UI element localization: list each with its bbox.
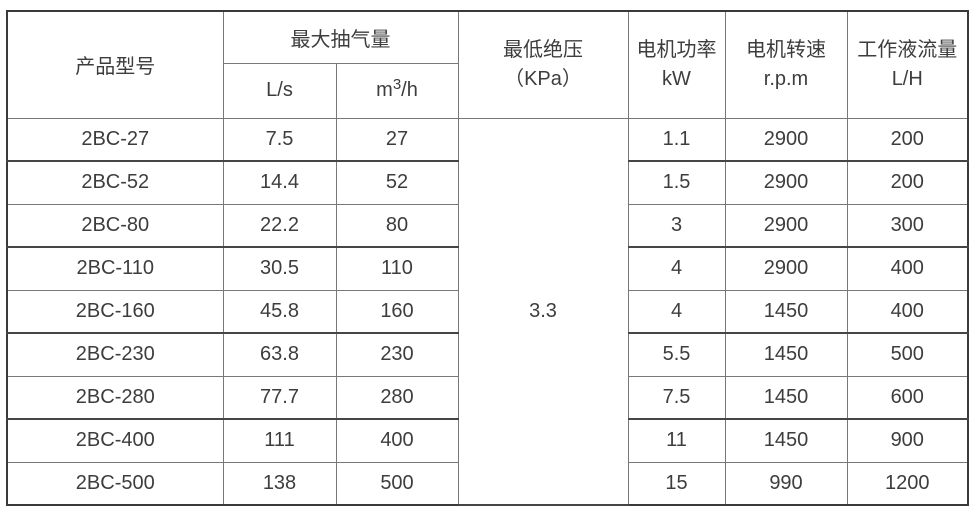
table-row: 2BC-280 77.7 280 7.5 1450 600 [6, 375, 969, 420]
spec-table: 产品型号 最大抽气量 最低绝压 （KPa） 电机功率 kW 电机转速 r.p.m… [6, 10, 969, 506]
cell-kw: 1.5 [627, 160, 726, 205]
unit-m3h-prefix: m [376, 79, 393, 101]
cell-kw: 15 [627, 461, 726, 506]
col-header-min-pressure-line1: 最低绝压 [503, 38, 583, 61]
table-row: 2BC-52 14.4 52 1.5 2900 200 [6, 160, 969, 205]
table-row: 2BC-160 45.8 160 4 1450 400 [6, 289, 969, 334]
cell-lh: 600 [846, 375, 969, 420]
col-header-fluid-flow-line2: L/H [891, 67, 923, 90]
cell-lh: 900 [846, 418, 969, 463]
col-header-motor-power-line1: 电机功率 [636, 38, 717, 61]
cell-model: 2BC-160 [6, 289, 224, 334]
unit-m3h-suffix: /h [401, 79, 418, 101]
cell-m3h: 160 [335, 289, 459, 334]
cell-ls: 111 [222, 418, 337, 463]
unit-m3h-superscript: 3 [392, 76, 402, 93]
cell-rpm: 1450 [724, 375, 848, 420]
col-header-motor-speed-line1: 电机转速 [746, 38, 826, 61]
cell-lh: 200 [846, 117, 969, 162]
cell-rpm: 1450 [724, 332, 848, 377]
cell-lh: 400 [846, 289, 969, 334]
cell-m3h: 52 [335, 160, 459, 205]
cell-model: 2BC-500 [6, 461, 224, 506]
cell-model: 2BC-27 [6, 117, 224, 162]
cell-m3h: 280 [335, 375, 459, 420]
cell-rpm: 2900 [724, 203, 848, 248]
cell-kw: 4 [627, 289, 726, 334]
cell-rpm: 1450 [724, 289, 848, 334]
cell-ls: 22.2 [222, 203, 337, 248]
col-header-fluid-flow-line1: 工作液流量 [857, 38, 958, 61]
cell-kw: 11 [627, 418, 726, 463]
cell-model: 2BC-230 [6, 332, 224, 377]
cell-kw: 7.5 [627, 375, 726, 420]
cell-min-pressure: 3.3 [457, 117, 629, 506]
cell-m3h: 500 [335, 461, 459, 506]
cell-rpm: 1450 [724, 418, 848, 463]
cell-lh: 400 [846, 246, 969, 291]
cell-ls: 7.5 [222, 117, 337, 162]
col-header-max-pumping: 最大抽气量 [222, 10, 459, 64]
cell-model: 2BC-400 [6, 418, 224, 463]
col-header-motor-speed: 电机转速 r.p.m [724, 10, 848, 119]
cell-ls: 45.8 [222, 289, 337, 334]
cell-model: 2BC-280 [6, 375, 224, 420]
col-header-unit-ls: L/s [222, 62, 337, 119]
cell-ls: 30.5 [222, 246, 337, 291]
cell-lh: 200 [846, 160, 969, 205]
col-header-min-pressure-line2: （KPa） [504, 67, 582, 90]
cell-rpm: 990 [724, 461, 848, 506]
col-header-fluid-flow: 工作液流量 L/H [846, 10, 969, 119]
col-header-motor-power-line2: kW [662, 67, 691, 90]
col-header-unit-m3h: m3/h [335, 62, 459, 119]
cell-m3h: 27 [335, 117, 459, 162]
cell-kw: 3 [627, 203, 726, 248]
table-row: 2BC-400 111 400 11 1450 900 [6, 418, 969, 463]
table-row: 2BC-27 7.5 27 3.3 1.1 2900 200 [6, 117, 969, 506]
table-row: 2BC-80 22.2 80 3 2900 300 [6, 203, 969, 248]
col-header-motor-power: 电机功率 kW [627, 10, 726, 119]
col-header-product-model: 产品型号 [6, 10, 224, 119]
cell-model: 2BC-52 [6, 160, 224, 205]
col-header-min-pressure: 最低绝压 （KPa） [457, 10, 629, 119]
cell-lh: 500 [846, 332, 969, 377]
cell-kw: 5.5 [627, 332, 726, 377]
cell-m3h: 400 [335, 418, 459, 463]
cell-lh: 300 [846, 203, 969, 248]
cell-m3h: 230 [335, 332, 459, 377]
cell-rpm: 2900 [724, 246, 848, 291]
table-row: 2BC-230 63.8 230 5.5 1450 500 [6, 332, 969, 377]
cell-m3h: 80 [335, 203, 459, 248]
cell-rpm: 2900 [724, 160, 848, 205]
table-row: 2BC-500 138 500 15 990 1200 [6, 461, 969, 506]
cell-ls: 63.8 [222, 332, 337, 377]
col-header-motor-speed-line2: r.p.m [763, 67, 809, 90]
cell-m3h: 110 [335, 246, 459, 291]
cell-lh: 1200 [846, 461, 969, 506]
cell-rpm: 2900 [724, 117, 848, 162]
cell-ls: 77.7 [222, 375, 337, 420]
cell-model: 2BC-80 [6, 203, 224, 248]
cell-kw: 1.1 [627, 117, 726, 162]
cell-kw: 4 [627, 246, 726, 291]
cell-ls: 138 [222, 461, 337, 506]
cell-model: 2BC-110 [6, 246, 224, 291]
cell-ls: 14.4 [222, 160, 337, 205]
